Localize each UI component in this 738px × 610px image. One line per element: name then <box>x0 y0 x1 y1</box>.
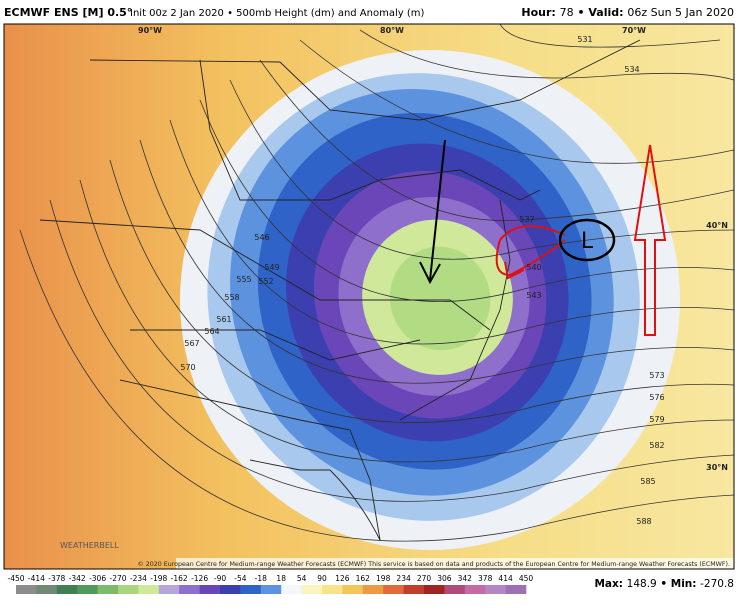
low-label: L <box>581 229 594 254</box>
contour-label: 582 <box>649 441 664 450</box>
colorbar-label: 342 <box>458 574 473 583</box>
colorbar-label: -378 <box>48 574 65 583</box>
contour-label: 567 <box>184 339 199 348</box>
boundaries <box>39 39 641 541</box>
colorbar-label: 54 <box>297 574 307 583</box>
colorbar-label: -54 <box>234 574 246 583</box>
contours <box>19 24 734 542</box>
lat-label: 40°N <box>706 221 728 230</box>
colorbar-swatch <box>77 585 98 594</box>
colorbar-swatch <box>485 585 506 594</box>
contour-label: 573 <box>649 371 664 380</box>
contour-label: 540 <box>526 263 541 272</box>
colorbar-swatch <box>56 585 78 594</box>
contour-label: 543 <box>526 291 541 300</box>
map-frame <box>3 23 735 570</box>
colorbar-label: 414 <box>498 574 513 583</box>
info: Init 00z 2 Jan 2020 • 500mb Height (dm) … <box>130 8 424 19</box>
colorbar-swatch <box>16 585 37 594</box>
max-min: Max: 148.9 • Min: -270.8 <box>594 578 734 590</box>
colorbar-swatch <box>281 585 302 594</box>
contour-label: 558 <box>224 293 239 302</box>
contour-label: 564 <box>204 327 219 336</box>
colorbar-swatch <box>301 585 323 594</box>
colorbar-swatch <box>36 585 58 594</box>
colorbar-swatch <box>505 585 527 594</box>
map: L 90°W 80°W 70°W 40°N 30°N 531 534 537 540 543 546… <box>4 24 734 569</box>
colorbar-swatch <box>260 585 282 594</box>
colorbar-label: 234 <box>396 574 411 583</box>
red-arrow-up <box>633 144 667 336</box>
colorbar-label: 270 <box>417 574 432 583</box>
colorbar-swatch <box>342 585 364 594</box>
black-arrow <box>419 139 446 285</box>
colorbar-swatch <box>362 585 384 594</box>
contour-label: 546 <box>254 233 269 242</box>
colorbar-swatch <box>138 585 160 594</box>
credit-bg <box>176 558 734 569</box>
colorbar-swatch <box>158 585 180 594</box>
lat-label: 30°N <box>706 463 728 472</box>
colorbar-swatch <box>383 585 404 594</box>
colorbar-label: 18 <box>276 574 286 583</box>
lon-label: 90°W <box>138 26 162 35</box>
colorbar-label: -414 <box>28 574 45 583</box>
model: ECMWF ENS [M] 0.5° <box>4 6 132 19</box>
contour-label: 576 <box>649 393 664 402</box>
colorbar-label: 162 <box>356 574 371 583</box>
contour-label: 549 <box>264 263 279 272</box>
lon-label: 80°W <box>380 26 404 35</box>
colorbar-label: -90 <box>214 574 226 583</box>
valid-info: Hour: 78 • Valid: 06z Sun 5 Jan 2020 <box>521 6 734 19</box>
colorbar-swatch <box>97 585 119 594</box>
contour-label: 534 <box>624 65 639 74</box>
colorbar-label: 378 <box>478 574 493 583</box>
colorbar-label: -450 <box>7 574 24 583</box>
colorbar-label: 126 <box>335 574 350 583</box>
colorbar-label: -162 <box>171 574 188 583</box>
colorbar-label: -342 <box>69 574 86 583</box>
contour-label: 570 <box>180 363 195 372</box>
colorbar-swatch <box>444 585 466 594</box>
colorbar-label: 306 <box>437 574 452 583</box>
contour-label: 579 <box>649 415 664 424</box>
colorbar-label: 198 <box>376 574 391 583</box>
low-circle <box>558 218 616 262</box>
colorbar-label: 90 <box>317 574 327 583</box>
contour-label: 552 <box>258 277 273 286</box>
colorbar-swatch <box>403 585 425 594</box>
colorbar-label: -18 <box>255 574 267 583</box>
colorbar-swatch <box>322 585 343 594</box>
colorbar-label: 450 <box>519 574 534 583</box>
colorbar-swatch <box>199 585 221 594</box>
lon-label: 70°W <box>622 26 646 35</box>
colorbar-swatch <box>179 585 200 594</box>
colorbar-label: -126 <box>191 574 208 583</box>
contour-label: 588 <box>636 517 651 526</box>
colorbar-label: -270 <box>109 574 126 583</box>
colorbar-swatch <box>424 585 445 594</box>
colorbar-label: -198 <box>150 574 167 583</box>
credit: © 2020 European Centre for Medium-range … <box>137 560 730 568</box>
contour-label: 585 <box>640 477 655 486</box>
logo: WEATHERBELL <box>60 541 119 550</box>
colorbar-label: -234 <box>130 574 147 583</box>
colorbar-swatch <box>118 585 139 594</box>
contour-label: 555 <box>236 275 251 284</box>
colorbar-swatch <box>240 585 262 594</box>
colorbar-label: -306 <box>89 574 106 583</box>
contour-label: 537 <box>519 215 534 224</box>
colorbar-swatch <box>220 585 241 594</box>
colorbar-swatch <box>464 585 486 594</box>
contour-label: 531 <box>577 35 592 44</box>
contour-label: 561 <box>216 315 231 324</box>
